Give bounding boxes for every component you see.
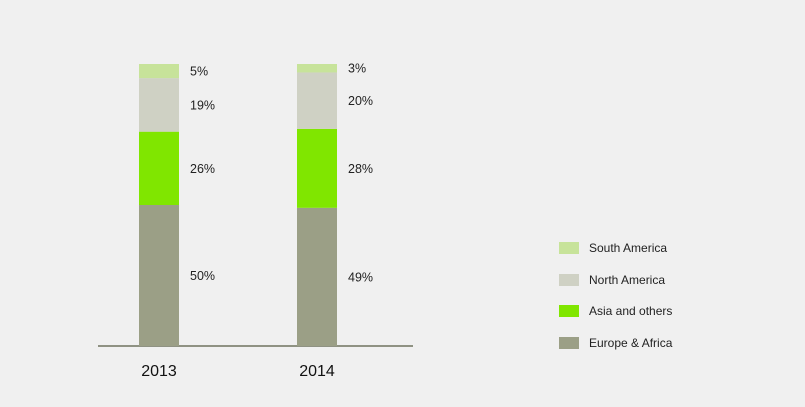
data-label-2013-1: 26% (190, 162, 215, 176)
legend-swatch (559, 336, 579, 349)
data-label-2013-2: 19% (190, 98, 215, 112)
bar-segment-2013-south-america (139, 64, 179, 79)
x-tick-label-2014: 2014 (299, 363, 335, 380)
data-label-2014-0: 49% (348, 270, 373, 284)
legend-label: North America (589, 272, 666, 287)
legend-item-asia-and-others: Asia and others (559, 301, 672, 321)
legend-swatch (559, 242, 579, 254)
legend-swatch (559, 273, 579, 286)
bar-segment-2013-north-america (139, 78, 179, 132)
x-tick-label-2013: 2013 (141, 363, 177, 380)
legend-label: South America (589, 241, 668, 255)
legend-label: Europe & Africa (589, 335, 673, 350)
legend-item-north-america: North America (559, 270, 672, 290)
legend-swatch (559, 305, 579, 317)
data-label-2014-2: 20% (348, 94, 373, 108)
bar-segment-2014-asia-and-others (297, 128, 337, 208)
bar-segment-2013-asia-and-others (139, 131, 179, 205)
bar-segment-2014-south-america (297, 64, 337, 73)
data-label-2013-0: 50% (190, 269, 215, 283)
chart-legend: South America North America Asia and other… (559, 238, 672, 364)
bar-segment-2014-north-america (297, 72, 337, 129)
legend-item-europe-africa: Europe & Africa (559, 333, 672, 353)
bar-segment-2013-europe-africa (139, 205, 179, 346)
bar-segment-2014-europe-africa (297, 207, 337, 346)
data-label-2013-3: 5% (190, 65, 208, 79)
legend-item-south-america: South America (559, 238, 672, 258)
data-label-2014-1: 28% (348, 162, 373, 176)
data-label-2014-3: 3% (348, 62, 366, 76)
legend-label: Asia and others (589, 304, 673, 318)
